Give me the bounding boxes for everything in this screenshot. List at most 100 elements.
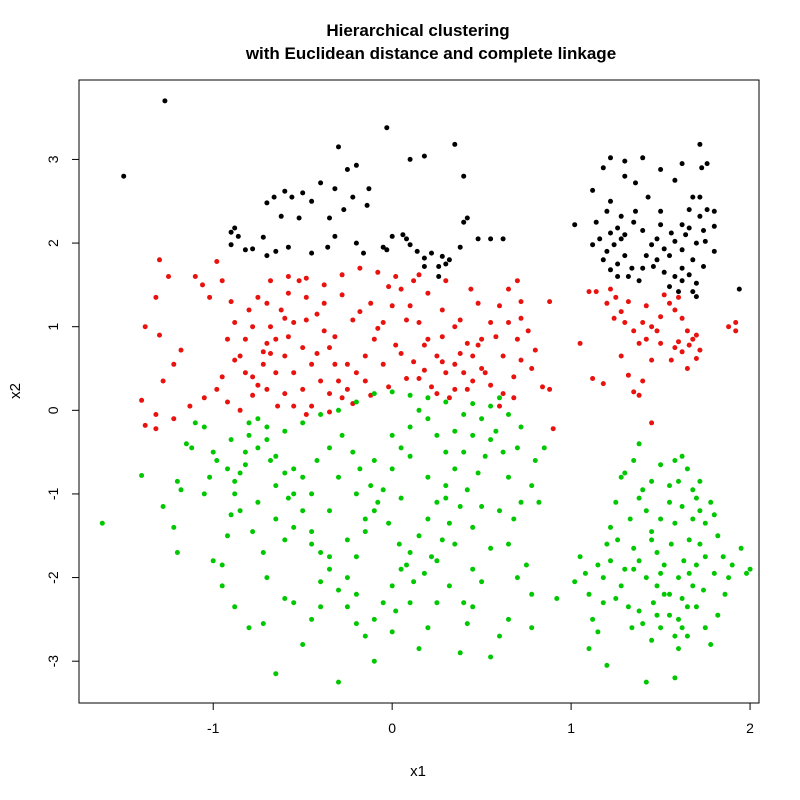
data-point-cluster-2 [457,317,463,323]
data-point-cluster-1 [676,289,681,295]
data-point-cluster-3 [264,575,270,581]
data-point-cluster-1 [366,186,372,192]
data-point-cluster-1 [407,242,413,248]
data-point-cluster-1 [683,232,689,238]
data-point-cluster-3 [622,470,628,476]
data-point-cluster-1 [690,289,696,295]
data-point-cluster-3 [681,558,687,564]
data-point-cluster-3 [336,679,341,685]
data-point-cluster-2 [362,353,368,359]
data-point-cluster-3 [411,579,417,585]
data-point-cluster-2 [506,286,511,292]
data-point-cluster-1 [658,222,664,228]
data-point-cluster-2 [693,356,699,361]
data-point-cluster-2 [264,386,270,392]
data-point-cluster-3 [225,533,230,539]
data-point-cluster-3 [210,558,216,564]
data-point-cluster-3 [608,524,613,530]
data-point-cluster-1 [658,208,664,214]
data-point-cluster-1 [636,278,642,284]
data-point-cluster-1 [618,236,624,242]
data-point-cluster-3 [604,541,610,547]
data-point-cluster-1 [162,98,168,104]
data-point-cluster-3 [497,508,502,514]
data-point-cluster-1 [711,223,717,229]
data-point-cluster-1 [693,294,699,300]
data-point-cluster-1 [421,153,427,159]
data-point-cluster-1 [464,215,470,221]
data-point-cluster-1 [273,248,279,254]
data-point-cluster-3 [268,458,273,463]
data-point-cluster-1 [668,230,674,236]
y-tick-label: 1 [45,323,61,331]
data-point-cluster-3 [697,541,703,547]
data-point-cluster-2 [497,403,502,409]
data-point-cluster-3 [425,625,431,631]
data-point-cluster-2 [475,342,481,348]
data-point-cluster-1 [260,234,266,240]
data-point-cluster-3 [139,473,145,478]
data-point-cluster-1 [327,215,332,221]
data-point-cluster-1 [264,200,270,206]
data-point-cluster-3 [636,495,642,501]
data-point-cluster-2 [434,353,440,359]
data-point-cluster-3 [500,449,506,455]
data-point-cluster-1 [597,236,603,242]
data-point-cluster-3 [672,520,678,526]
data-point-cluster-1 [600,257,606,263]
data-point-cluster-2 [309,361,315,367]
data-point-cluster-3 [389,583,395,589]
data-point-cluster-2 [625,372,631,378]
data-point-cluster-3 [636,558,642,564]
data-point-cluster-2 [452,386,458,392]
data-point-cluster-1 [332,186,338,192]
data-point-cluster-1 [341,207,347,213]
data-point-cluster-1 [736,286,742,292]
data-point-cluster-2 [421,367,427,373]
data-point-cluster-2 [318,378,324,384]
data-point-cluster-1 [384,125,390,131]
data-point-cluster-2 [411,359,417,365]
data-point-cluster-3 [407,600,413,606]
data-point-cluster-3 [452,428,458,434]
data-point-cluster-1 [461,173,467,179]
data-point-cluster-3 [371,391,377,397]
data-point-cluster-2 [332,334,338,340]
data-point-cluster-3 [523,562,529,568]
data-point-cluster-1 [661,246,667,252]
data-point-cluster-3 [282,537,288,543]
data-point-cluster-3 [693,562,699,568]
data-point-cluster-2 [479,366,485,371]
data-point-cluster-3 [667,591,672,597]
data-point-cluster-3 [318,550,324,555]
data-point-cluster-2 [668,357,674,363]
data-point-cluster-3 [506,412,511,417]
data-point-cluster-3 [684,466,690,472]
data-point-cluster-2 [593,289,599,295]
data-point-cluster-2 [464,386,470,392]
data-point-cluster-3 [470,566,476,572]
data-point-cluster-2 [264,300,270,306]
y-axis-label: x2 [7,383,24,399]
data-point-cluster-3 [246,420,252,426]
data-point-cluster-2 [273,336,279,342]
data-point-cluster-3 [371,458,377,463]
data-point-cluster-1 [414,248,420,254]
data-point-cluster-3 [658,462,664,468]
data-point-cluster-1 [309,250,315,256]
data-point-cluster-1 [697,141,703,147]
data-point-cluster-3 [318,579,324,585]
data-point-cluster-2 [166,274,171,279]
data-point-cluster-1 [690,194,696,200]
data-point-cluster-1 [629,265,635,271]
data-point-cluster-1 [457,244,463,250]
data-point-cluster-3 [470,432,476,438]
data-point-cluster-2 [514,278,520,284]
data-point-cluster-2 [686,342,692,348]
data-point-cluster-1 [600,165,606,171]
data-point-cluster-1 [361,250,366,256]
data-point-cluster-2 [416,272,422,278]
data-point-cluster-3 [590,616,596,622]
data-point-cluster-3 [654,550,660,555]
data-point-cluster-3 [246,432,252,438]
